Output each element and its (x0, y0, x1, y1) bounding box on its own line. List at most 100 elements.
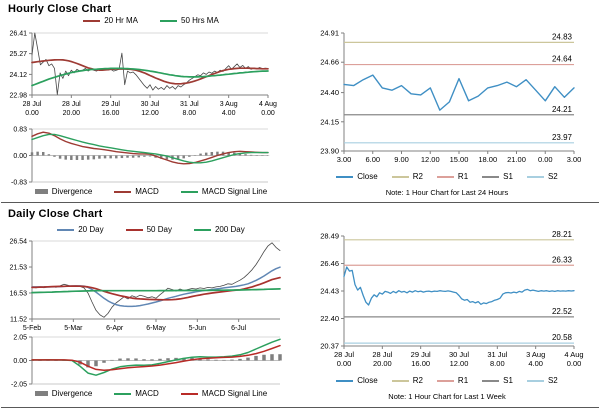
svg-text:4 Aug: 4 Aug (259, 101, 277, 108)
legend-item-macd-signal-line: MACD Signal Line (180, 187, 267, 196)
legend-swatch-s1 (482, 175, 500, 178)
svg-text:4.00: 4.00 (222, 110, 236, 117)
legend-label-s1: S1 (503, 172, 513, 181)
legend-item-20-hr-ma: 20 Hr MA (83, 16, 138, 25)
hourly-pivot-legend: Close R2 R1 S1 S2 (306, 172, 588, 181)
legend-label-r1: R1 (457, 376, 469, 385)
legend-label-macd: MACD (135, 187, 159, 196)
legend-item-50-day: 50 Day (125, 225, 172, 234)
legend-swatch-macd-signal-line (180, 190, 198, 193)
svg-text:28 Jul: 28 Jul (334, 350, 354, 359)
svg-text:8.00: 8.00 (490, 359, 505, 368)
svg-text:5-Jun: 5-Jun (189, 325, 207, 332)
legend-swatch-20-day (57, 228, 75, 231)
svg-text:20.58: 20.58 (552, 333, 573, 342)
svg-text:15.00: 15.00 (450, 155, 469, 164)
svg-text:30 Jul: 30 Jul (449, 350, 469, 359)
legend-label-macd-signal-line: MACD Signal Line (201, 389, 268, 398)
legend-swatch-divergence (34, 391, 48, 396)
legend-label-r2: R2 (412, 172, 423, 181)
legend-item-200-day: 200 Day (193, 225, 245, 234)
legend-item-r1: R1 (436, 172, 469, 181)
legend-swatch-s2 (526, 175, 544, 178)
hourly-pivot-note: Note: 1 Hour Chart for Last 24 Hours (385, 188, 509, 197)
svg-text:29 Jul: 29 Jul (101, 101, 120, 108)
svg-text:25.27: 25.27 (9, 51, 27, 58)
daily-macd-chart: 2.05 0.00 -2.05 (11, 335, 282, 389)
legend-label-r1: R1 (457, 172, 469, 181)
svg-text:3 Aug: 3 Aug (526, 350, 545, 359)
svg-text:28.49: 28.49 (320, 232, 339, 241)
svg-text:28.21: 28.21 (552, 230, 573, 239)
svg-text:0.00: 0.00 (261, 110, 275, 117)
svg-text:22.52: 22.52 (552, 307, 573, 316)
daily-macd-legend: Divergence MACD MACD Signal Line (28, 389, 274, 398)
svg-text:23.90: 23.90 (320, 147, 339, 156)
legend-item-divergence: Divergence (34, 389, 92, 398)
legend-label-divergence: Divergence (51, 187, 93, 196)
legend-swatch-r1 (436, 379, 454, 382)
legend-swatch-50-hrs-ma (160, 19, 177, 22)
svg-text:30 Jul: 30 Jul (141, 101, 160, 108)
legend-label-s2: S2 (547, 172, 558, 181)
legend-swatch-200-day (193, 228, 211, 231)
hourly-chart-title: Hourly Close Chart (8, 3, 112, 15)
legend-swatch-close (336, 379, 354, 382)
svg-text:2.05: 2.05 (13, 335, 27, 342)
legend-item-r2: R2 (391, 376, 423, 385)
legend-item-20-day: 20 Day (57, 225, 104, 234)
legend-item-r1: R1 (436, 376, 469, 385)
legend-label-s1: S1 (503, 376, 513, 385)
svg-text:0.00: 0.00 (13, 358, 27, 365)
legend-item-s2: S2 (526, 172, 558, 181)
svg-text:20.37: 20.37 (320, 342, 339, 351)
legend-item-macd-signal-line: MACD Signal Line (180, 389, 268, 398)
svg-text:26.41: 26.41 (9, 31, 27, 38)
svg-text:24.40: 24.40 (320, 88, 339, 97)
svg-text:8.00: 8.00 (183, 110, 197, 117)
daily-ma-legend: 20 Day 50 Day 200 Day (28, 225, 274, 234)
legend-item-close: Close (336, 376, 378, 385)
svg-text:3.00: 3.00 (567, 155, 582, 164)
svg-text:11.52: 11.52 (10, 317, 27, 324)
svg-text:28 Jul: 28 Jul (62, 101, 81, 108)
weekly-pivot-legend: Close R2 R1 S1 S2 (306, 376, 588, 385)
legend-label-50-day: 50 Day (146, 225, 172, 234)
svg-text:24.12: 24.12 (9, 72, 27, 79)
legend-swatch-r1 (436, 175, 454, 178)
legend-swatch-divergence (34, 189, 48, 194)
legend-label-20-day: 20 Day (78, 225, 104, 234)
svg-text:3 Aug: 3 Aug (220, 101, 238, 108)
svg-text:21.53: 21.53 (9, 265, 27, 272)
legend-label-200-day: 200 Day (214, 225, 245, 234)
svg-text:21.00: 21.00 (507, 155, 526, 164)
legend-swatch-20-hr-ma (83, 19, 101, 22)
legend-swatch-macd-signal-line (180, 392, 198, 395)
svg-text:0.00: 0.00 (337, 359, 352, 368)
svg-text:0.00: 0.00 (13, 153, 27, 160)
svg-text:18.00: 18.00 (478, 155, 497, 164)
svg-text:16.00: 16.00 (102, 110, 120, 117)
legend-item-divergence: Divergence (34, 187, 93, 196)
svg-text:5-Feb: 5-Feb (23, 325, 41, 332)
svg-text:28 Jul: 28 Jul (23, 101, 42, 108)
svg-text:24.91: 24.91 (320, 29, 339, 38)
svg-text:0.00: 0.00 (538, 155, 553, 164)
svg-text:6.00: 6.00 (365, 155, 380, 164)
svg-text:5-Mar: 5-Mar (64, 325, 83, 332)
svg-text:24.21: 24.21 (552, 105, 573, 114)
legend-item-close: Close (336, 172, 378, 181)
svg-text:0.00: 0.00 (25, 110, 39, 117)
legend-label-r2: R2 (412, 376, 423, 385)
legend-swatch-r2 (391, 379, 409, 382)
legend-label-close: Close (357, 172, 378, 181)
legend-label-close: Close (357, 376, 378, 385)
svg-text:6-May: 6-May (146, 325, 166, 332)
legend-item-s1: S1 (482, 172, 513, 181)
svg-text:9.00: 9.00 (394, 155, 409, 164)
legend-label-macd: MACD (135, 389, 159, 398)
